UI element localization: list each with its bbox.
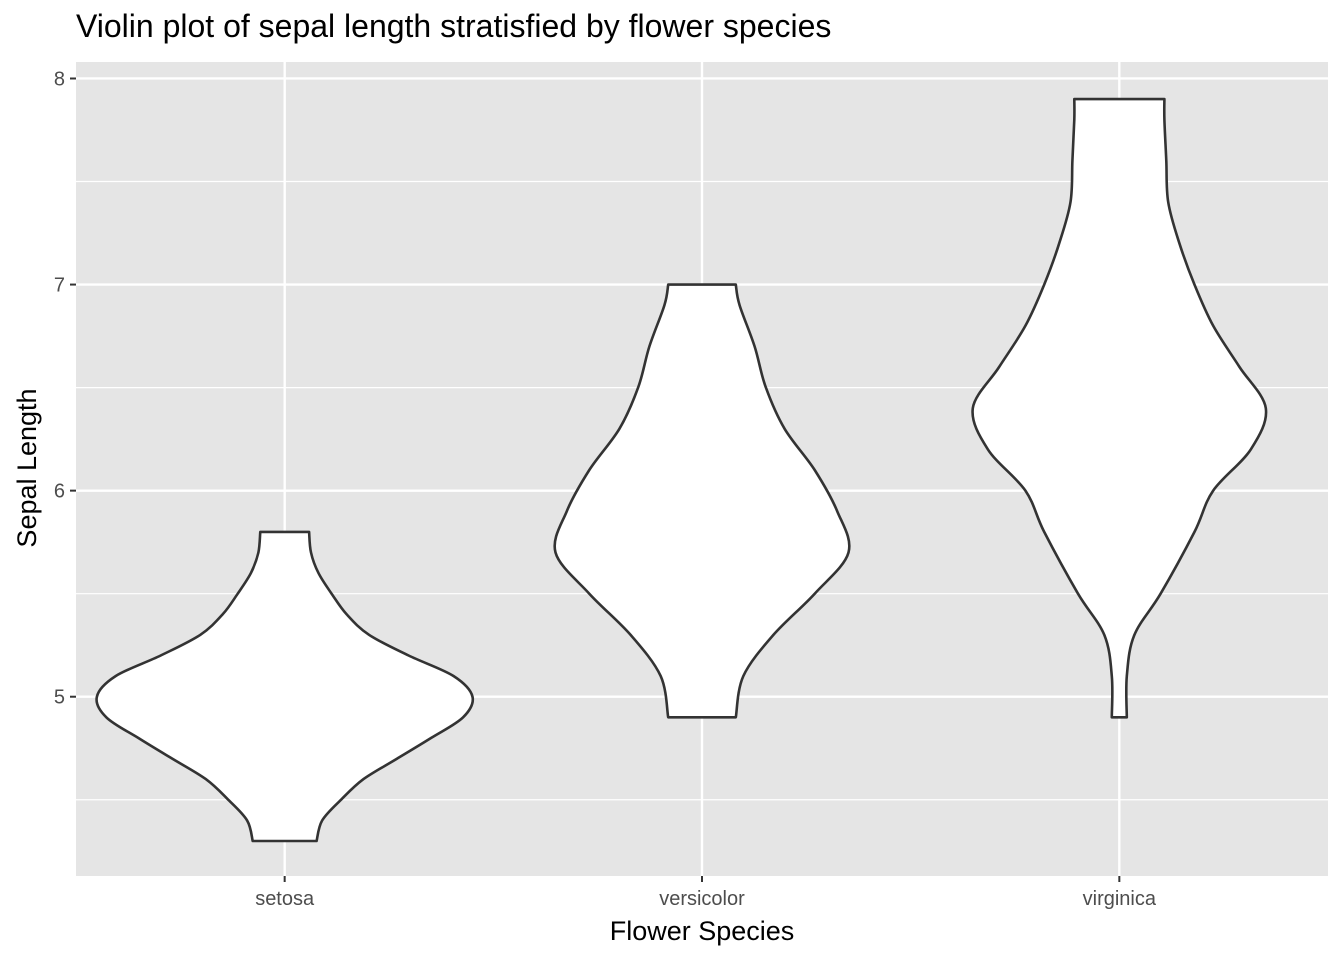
x-tick-label: versicolor (659, 888, 745, 910)
x-axis: setosa versicolor virginica (255, 876, 1157, 910)
violin-virginica (971, 97, 1268, 719)
y-tick-label: 6 (54, 481, 65, 503)
y-axis-title: Sepal Length (12, 388, 42, 547)
x-tick-label: virginica (1083, 888, 1157, 910)
x-tick-label: setosa (255, 888, 315, 910)
y-tick-label: 8 (54, 68, 65, 90)
violin-versicolor (553, 283, 851, 719)
x-axis-title: Flower Species (610, 916, 795, 946)
y-tick-label: 5 (54, 687, 65, 709)
y-tick-label: 7 (54, 275, 65, 297)
violin-setosa (95, 530, 475, 843)
chart-title: Violin plot of sepal length stratisfied … (76, 8, 832, 44)
y-axis: 5 6 7 8 (54, 68, 76, 709)
violins (95, 97, 1268, 843)
